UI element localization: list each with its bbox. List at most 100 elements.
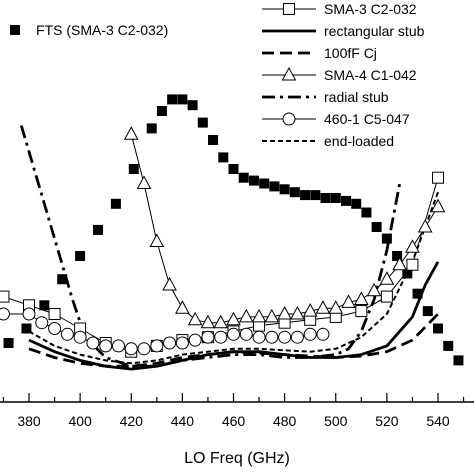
legend-label-460-1-c5-047: 460-1 C5-047 [324,111,410,127]
data-point-460-1-c5-047 [227,327,240,341]
data-point-sma-3-c2-032 [406,258,419,271]
data-point-460-1-c5-047 [111,339,125,353]
legend-label-sma-4-c1-042: SMA-4 C1-042 [324,67,417,83]
data-point-460-1-c5-047 [99,339,113,353]
data-point-fts-sma-3-c2-032 [75,251,86,261]
data-point-fts-sma-3-c2-032 [412,288,423,299]
data-point-fts-sma-3-c2-032 [340,195,351,206]
data-point-460-1-c5-047 [175,336,189,350]
data-point-460-1-c5-047 [265,330,279,344]
data-point-sma-4-c1-042 [302,303,318,317]
data-point-fts-sma-3-c2-032 [57,274,68,285]
data-point-fts-sma-3-c2-032 [422,306,433,317]
data-point-fts-sma-3-c2-032 [330,193,341,203]
data-point-fts-sma-3-c2-032 [453,355,464,366]
data-point-460-1-c5-047 [188,333,202,347]
x-tick-label: 520 [375,413,399,429]
data-point-460-1-c5-047 [60,327,74,341]
x-tick-label: 380 [17,413,41,429]
data-point-fts-sma-3-c2-032 [238,172,249,183]
data-point-sma-4-c1-042 [213,314,229,329]
data-point-fts-sma-3-c2-032 [39,300,50,311]
data-point-sma-4-c1-042 [405,239,420,253]
data-point-sma-4-c1-042 [430,198,446,213]
data-point-460-1-c5-047 [201,330,215,344]
data-point-sma-4-c1-042 [251,308,267,323]
legend-label-end-loaded: end-loaded [324,133,394,149]
data-point-460-1-c5-047 [214,330,228,344]
data-point-460-1-c5-047 [137,342,151,356]
data-point-fts-sma-3-c2-032 [146,123,157,134]
data-point-sma-4-c1-042 [162,276,177,291]
data-point-sma-3-c2-032 [0,290,10,303]
legend: FTS (SMA-3 C2-032) SMA-3 C2-032 rectangula… [10,1,425,149]
data-point-460-1-c5-047 [303,327,317,341]
data-point-fts-sma-3-c2-032 [371,222,382,232]
data-point-fts-sma-3-c2-032 [269,181,280,192]
data-point-fts-sma-3-c2-032 [197,117,208,128]
data-point-fts-sma-3-c2-032 [208,135,219,145]
data-point-sma-4-c1-042 [187,311,203,326]
data-point-sma-4-c1-042 [315,300,331,314]
data-point-460-1-c5-047 [150,339,164,353]
x-tick-label: 440 [171,413,195,429]
data-point-fts-sma-3-c2-032 [177,94,188,105]
data-point-fts-sma-3-c2-032 [110,198,121,209]
data-point-fts-sma-3-c2-032 [156,106,167,116]
data-point-fts-sma-3-c2-032 [402,268,413,279]
data-point-sma-4-c1-042 [264,308,280,323]
data-point-sma-3-c2-032 [48,308,61,320]
data-point-fts-sma-3-c2-032 [433,323,443,334]
legend-label-100ff-cj: 100fF Cj [324,45,377,61]
data-point-sma-4-c1-042 [290,305,305,320]
data-point-sma-3-c2-032 [355,305,368,318]
data-point-fts-sma-3-c2-032 [279,184,290,195]
data-point-460-1-c5-047 [48,322,62,335]
data-point-460-1-c5-047 [86,336,100,350]
data-point-sma-4-c1-042 [379,271,395,285]
data-point-fts-sma-3-c2-032 [392,251,403,261]
data-point-fts-sma-3-c2-032 [167,94,178,105]
data-point-460-1-c5-047 [290,330,304,344]
series-line-100ff-cj [28,313,439,368]
data-point-sma-3-c2-032 [432,171,444,184]
data-point-fts-sma-3-c2-032 [289,187,300,198]
x-tick-label: 460 [222,413,246,429]
data-point-fts-sma-3-c2-032 [3,338,14,348]
data-point-460-1-c5-047 [35,316,49,330]
data-point-sma-4-c1-042 [136,175,152,189]
x-tick-label: 540 [426,413,450,429]
data-point-fts-sma-3-c2-032 [187,100,198,111]
legend-label-fts-sma-3-c2-032: FTS (SMA-3 C2-032) [36,22,168,38]
data-point-fts-sma-3-c2-032 [248,175,259,186]
data-point-460-1-c5-047 [278,330,292,344]
data-point-fts-sma-3-c2-032 [351,198,362,209]
data-point-fts-sma-3-c2-032 [320,193,331,203]
data-point-sma-4-c1-042 [175,300,190,314]
legend-label-rectangular-stub: rectangular stub [324,23,425,39]
data-point-460-1-c5-047 [22,307,36,321]
data-point-460-1-c5-047 [239,327,253,341]
data-point-sma-4-c1-042 [341,294,356,308]
data-point-sma-4-c1-042 [238,308,254,323]
marker-layer [0,94,464,366]
data-point-fts-sma-3-c2-032 [93,224,104,235]
legend-marker-460-1-c5-047 [282,112,296,126]
data-point-fts-sma-3-c2-032 [128,164,139,174]
data-point-fts-sma-3-c2-032 [228,164,239,174]
data-point-fts-sma-3-c2-032 [300,190,311,201]
data-point-sma-4-c1-042 [226,311,241,326]
data-point-sma-4-c1-042 [123,126,139,140]
data-point-460-1-c5-047 [124,342,138,356]
legend-marker-fts-sma-3-c2-032 [10,25,20,35]
legend-marker-sma-4-c1-042 [281,66,297,81]
data-point-fts-sma-3-c2-032 [21,323,32,334]
data-point-fts-sma-3-c2-032 [310,190,321,201]
data-point-460-1-c5-047 [252,330,266,344]
data-point-fts-sma-3-c2-032 [218,152,229,163]
data-point-sma-3-c2-032 [380,290,393,303]
data-point-fts-sma-3-c2-032 [443,340,454,351]
data-point-sma-4-c1-042 [417,218,433,233]
x-tick-label: 500 [324,413,348,429]
